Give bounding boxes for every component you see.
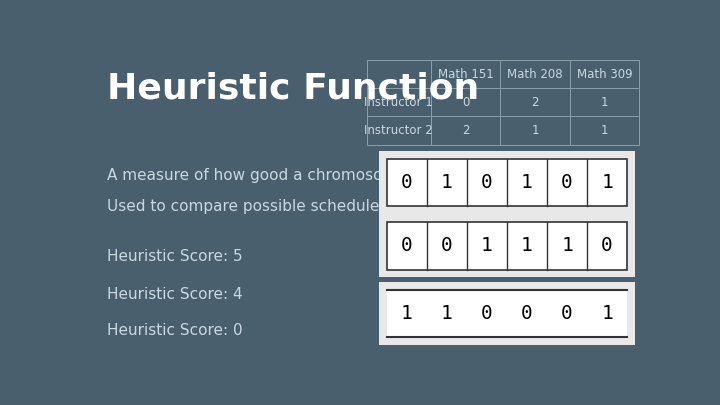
Text: Heuristic Score: 0: Heuristic Score: 0 xyxy=(107,324,243,339)
Text: Instructor 1: Instructor 1 xyxy=(364,96,433,109)
Text: 1: 1 xyxy=(561,236,573,255)
FancyBboxPatch shape xyxy=(379,151,635,214)
FancyBboxPatch shape xyxy=(431,60,500,88)
FancyBboxPatch shape xyxy=(366,88,431,117)
Text: 1: 1 xyxy=(521,173,533,192)
Text: Math 208: Math 208 xyxy=(508,68,563,81)
FancyBboxPatch shape xyxy=(379,214,635,277)
FancyBboxPatch shape xyxy=(387,290,627,337)
Text: 0: 0 xyxy=(481,304,492,323)
Text: 1: 1 xyxy=(401,304,413,323)
Text: 0: 0 xyxy=(401,173,413,192)
Text: 1: 1 xyxy=(521,236,533,255)
Text: 0: 0 xyxy=(441,236,453,255)
FancyBboxPatch shape xyxy=(570,117,639,145)
Text: 1: 1 xyxy=(531,124,539,137)
Text: 0: 0 xyxy=(601,236,613,255)
Text: Heuristic Score: 4: Heuristic Score: 4 xyxy=(107,287,243,302)
Text: 0: 0 xyxy=(462,96,469,109)
Text: Heuristic Function: Heuristic Function xyxy=(107,72,480,106)
FancyBboxPatch shape xyxy=(366,60,431,88)
Text: Math 309: Math 309 xyxy=(577,68,632,81)
FancyBboxPatch shape xyxy=(387,159,627,207)
Text: Heuristic Score: 5: Heuristic Score: 5 xyxy=(107,249,243,264)
Text: 1: 1 xyxy=(441,304,453,323)
Text: Used to compare possible schedules: Used to compare possible schedules xyxy=(107,199,387,214)
Text: 2: 2 xyxy=(531,96,539,109)
FancyBboxPatch shape xyxy=(500,88,570,117)
Text: 1: 1 xyxy=(601,173,613,192)
FancyBboxPatch shape xyxy=(570,88,639,117)
Text: 0: 0 xyxy=(521,304,533,323)
Text: 1: 1 xyxy=(601,304,613,323)
Text: 0: 0 xyxy=(401,236,413,255)
FancyBboxPatch shape xyxy=(379,282,635,345)
Text: Instructor 2: Instructor 2 xyxy=(364,124,433,137)
Text: 2: 2 xyxy=(462,124,469,137)
FancyBboxPatch shape xyxy=(431,88,500,117)
FancyBboxPatch shape xyxy=(500,117,570,145)
Text: 0: 0 xyxy=(561,173,573,192)
Text: 0: 0 xyxy=(561,304,573,323)
Text: 1: 1 xyxy=(601,96,608,109)
Text: 1: 1 xyxy=(481,236,492,255)
Text: A measure of how good a chromosome is: A measure of how good a chromosome is xyxy=(107,168,424,183)
FancyBboxPatch shape xyxy=(431,117,500,145)
Text: 1: 1 xyxy=(601,124,608,137)
FancyBboxPatch shape xyxy=(570,60,639,88)
Text: Math 151: Math 151 xyxy=(438,68,493,81)
FancyBboxPatch shape xyxy=(387,222,627,270)
FancyBboxPatch shape xyxy=(366,117,431,145)
Text: 1: 1 xyxy=(441,173,453,192)
Text: 0: 0 xyxy=(481,173,492,192)
FancyBboxPatch shape xyxy=(500,60,570,88)
